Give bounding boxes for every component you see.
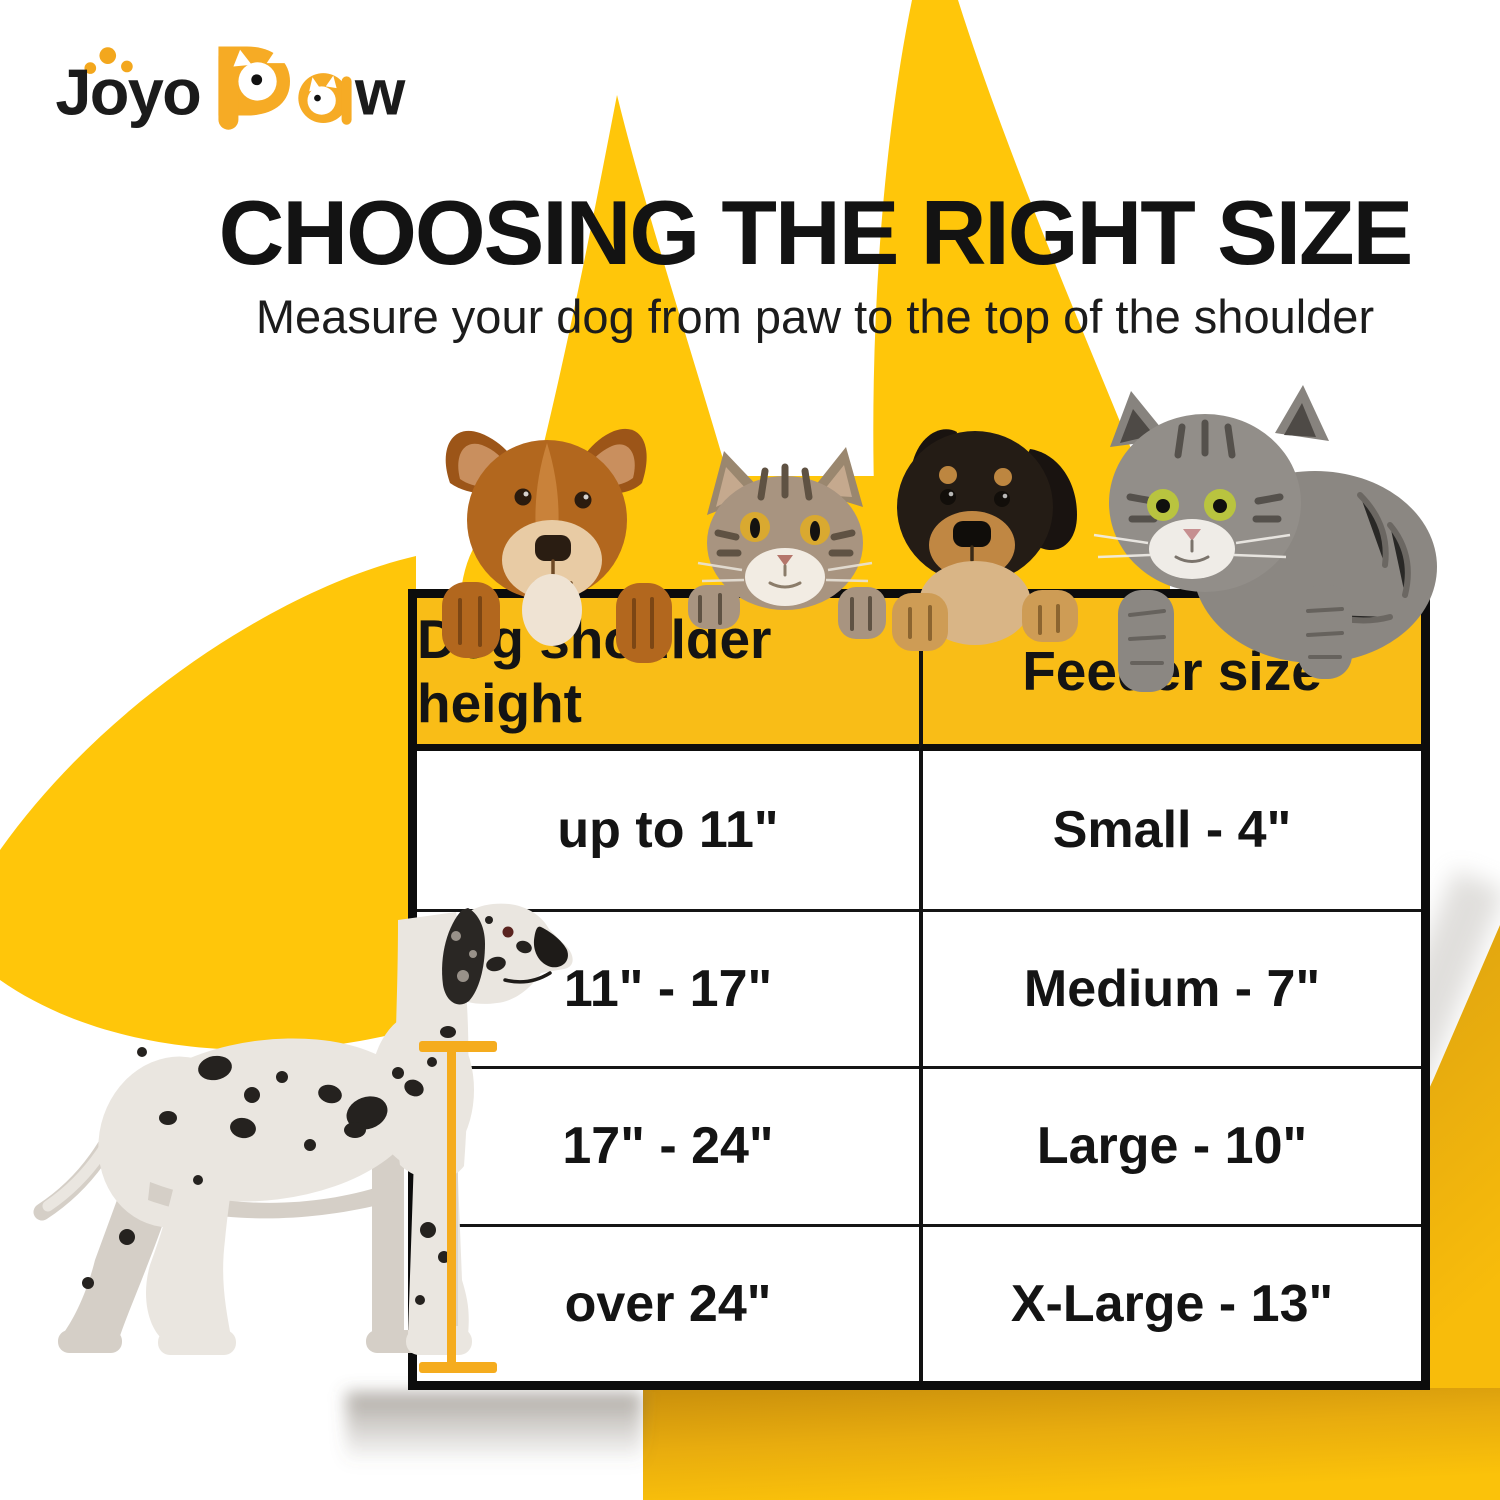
paw-dots-icon xyxy=(84,47,133,74)
table-cast-shadow xyxy=(346,1392,642,1464)
dalmatian-measuring-illustration xyxy=(33,903,573,1355)
measuring-line-bottom-bar xyxy=(419,1362,497,1373)
measuring-line-top-bar xyxy=(419,1041,497,1052)
logo-letter-a-cat-glyph xyxy=(298,73,352,125)
dalmatian-spots xyxy=(82,916,532,1305)
gold-corner-shape xyxy=(1288,925,1500,1395)
animals-photo-row xyxy=(442,385,1437,692)
logo-text-joyo: Joyo xyxy=(55,56,200,129)
tabby-cat-photo xyxy=(688,447,886,639)
joyopaw-logo: Joyo w xyxy=(55,46,406,130)
table-cell-size-row2: Medium - 7" xyxy=(919,908,1421,1066)
gold-bottom-band xyxy=(643,1388,1500,1500)
table-cell-height-row4: over 24" xyxy=(417,1223,919,1382)
cat-eye-dot xyxy=(314,94,321,102)
page-title: CHOOSING THE RIGHT SIZE xyxy=(218,183,1414,284)
gray-cat-photo xyxy=(1093,385,1437,692)
heading-block: CHOOSING THE RIGHT SIZE Measure your dog… xyxy=(175,188,1455,344)
logo-letter-p-dog-glyph xyxy=(218,46,291,130)
brown-dog-photo xyxy=(442,428,672,663)
table-cell-height-row2: 11" - 17" xyxy=(417,908,919,1067)
table-cell-height-row1: up to 11" xyxy=(557,800,779,859)
table-cell-height-row3: 17" - 24" xyxy=(417,1066,919,1224)
logo-text-w: w xyxy=(354,56,406,129)
page-subtitle: Measure your dog from paw to the top of … xyxy=(255,290,1375,343)
table-cell-size-row3: Large - 10" xyxy=(919,1066,1421,1224)
table-cell-size-row4: X-Large - 13" xyxy=(919,1223,1421,1381)
shoulder-height-measuring-line xyxy=(447,1047,456,1373)
black-tan-puppy-photo xyxy=(892,429,1078,651)
table-cell-size-row1: Small - 4" xyxy=(919,751,1421,909)
dog-eye-dot xyxy=(251,74,263,86)
paw-pad-shape-left xyxy=(0,556,416,1050)
